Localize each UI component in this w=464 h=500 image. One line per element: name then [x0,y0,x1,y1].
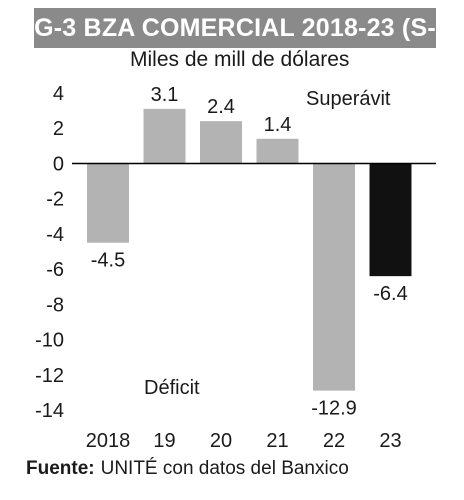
x-tick-label: 2018 [86,430,131,452]
chart-title: G-3 BZA COMERCIAL 2018-23 (S-1) [34,14,436,82]
bar-21 [256,138,299,164]
bar-23 [369,163,412,277]
y-tick-label: -8 [46,294,64,316]
y-tick-label: -2 [46,189,64,211]
value-label: 3.1 [151,84,179,106]
x-tick-label: 22 [323,430,345,452]
x-axis-ticks: 2018 19 20 21 22 23 [86,430,402,452]
bar-20 [200,121,242,164]
value-label: -4.5 [91,250,125,272]
bar-22 [313,163,355,391]
annotation-deficit: Déficit [144,377,200,399]
y-tick-label: -14 [35,400,64,422]
source-label: Fuente: [26,458,95,479]
y-tick-label: 0 [53,153,64,175]
bar-19 [143,108,186,164]
x-tick-label: 20 [210,430,232,452]
value-label: 1.4 [264,114,292,136]
y-tick-label: 4 [53,83,64,105]
unit-label: Miles de mill de dólares [130,48,350,71]
x-tick-label: 19 [153,430,175,452]
y-tick-label: -6 [46,259,64,281]
source-text: UNITÉ con datos del Banxico [100,458,349,479]
y-tick-label: -4 [46,224,64,246]
value-labels: -4.5 3.1 2.4 1.4 -12.9 -6.4 [91,84,408,420]
y-tick-label: 2 [53,118,64,140]
bar-2018 [87,163,129,243]
value-label: 2.4 [207,96,235,118]
source-note: Fuente: UNITÉ con datos del Banxico [26,458,349,480]
y-tick-label: -12 [35,365,64,387]
bar-series [87,108,412,391]
annotation-superavit: Superávit [306,88,391,110]
y-tick-label: -10 [35,330,64,352]
x-tick-label: 23 [379,430,401,452]
y-axis-ticks: 4 2 0 -2 -4 -6 -8 -10 -12 -14 [35,83,64,422]
value-label: -6.4 [373,283,407,305]
x-tick-label: 21 [266,430,288,452]
value-label: -12.9 [311,398,357,420]
title-bar: G-3 BZA COMERCIAL 2018-23 (S-1) [34,8,436,82]
